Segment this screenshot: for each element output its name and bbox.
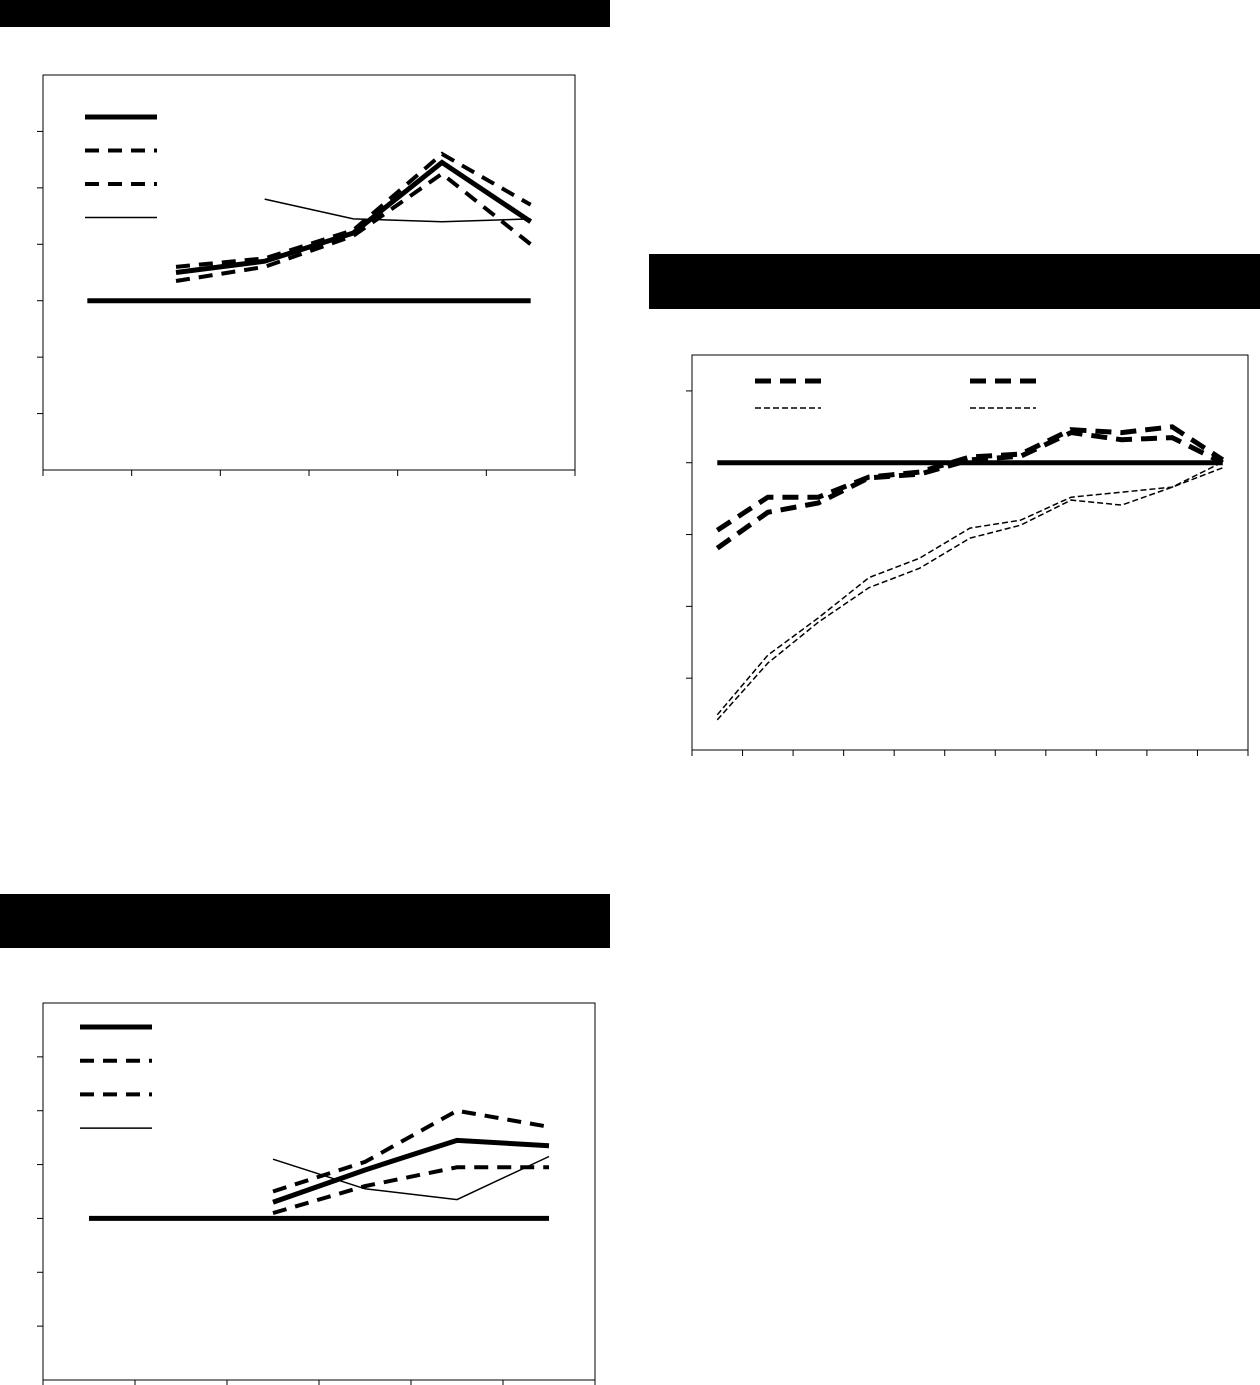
series-line: [175, 159, 533, 275]
series-line: [716, 461, 1224, 716]
series-line: [175, 151, 532, 269]
series-line: [716, 467, 1223, 721]
series-line: [175, 171, 532, 283]
header-bar: [649, 254, 1260, 309]
plot-area: [691, 354, 1249, 751]
series-line: [264, 198, 531, 223]
series-line: [272, 1165, 549, 1215]
series-line: [715, 429, 1224, 551]
series-line: [272, 1137, 550, 1205]
header-bar: [0, 0, 610, 27]
series-line: [272, 1108, 550, 1194]
plot-area: [42, 74, 576, 471]
plot-area: [42, 1002, 596, 1381]
series-line: [715, 424, 1225, 533]
series-line: [272, 1155, 550, 1201]
header-bar: [0, 894, 610, 948]
